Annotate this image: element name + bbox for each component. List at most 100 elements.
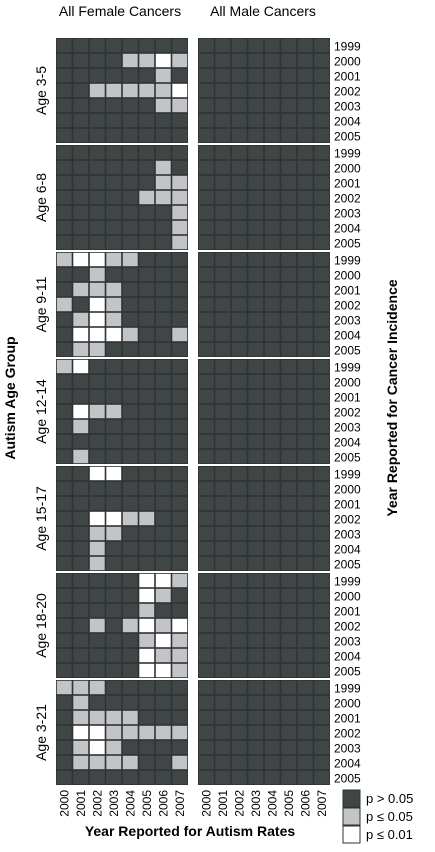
heatmap-cell: Age 6-8 / All Male Cancers / 2005 vs 200… (281, 190, 297, 205)
heatmap-cell: Age 15-17 / All Male Cancers / 2002 vs 2… (231, 556, 247, 571)
heatmap-cell: Age 9-11 / All Male Cancers / 2004 vs 20… (264, 312, 280, 327)
row-tick-label: 2004 (334, 543, 361, 557)
heatmap-cell: Age 6-8 / All Male Cancers / 2000 vs 200… (198, 220, 214, 235)
heatmap-cell: Age 18-20 / All Female Cancers / 2001 vs… (73, 588, 89, 603)
heatmap-cell: Age 12-14 / All Female Cancers / 2006 vs… (155, 359, 171, 374)
heatmap-cell: Age 9-11 / All Female Cancers / 2000 vs … (56, 297, 72, 312)
heatmap-cell: Age 9-11 / All Female Cancers / 2003 vs … (106, 312, 122, 327)
heatmap-cell: Age 18-20 / All Male Cancers / 2006 vs 2… (297, 603, 313, 618)
heatmap-cell: Age 15-17 / All Female Cancers / 2007 vs… (172, 466, 188, 481)
heatmap-cell: Age 18-20 / All Female Cancers / 2001 vs… (73, 573, 89, 588)
heatmap-cell: Age 18-20 / All Female Cancers / 2004 vs… (122, 618, 138, 633)
heatmap-cell: Age 12-14 / All Female Cancers / 2004 vs… (122, 374, 138, 389)
heatmap-cell: Age 3-21 / All Male Cancers / 2004 vs 20… (264, 740, 280, 755)
row-tick-label: 1999 (334, 468, 361, 482)
heatmap-cell: Age 6-8 / All Female Cancers / 2000 vs 2… (56, 205, 72, 220)
heatmap-cell: Age 6-8 / All Female Cancers / 2005 vs 1… (139, 145, 155, 160)
heatmap-cell: Age 18-20 / All Male Cancers / 2004 vs 2… (264, 633, 280, 648)
heatmap-cell: Age 3-21 / All Male Cancers / 2006 vs 20… (297, 695, 313, 710)
heatmap-cell: Age 3-21 / All Male Cancers / 2007 vs 20… (314, 770, 330, 785)
heatmap-cell: Age 3-21 / All Female Cancers / 2001 vs … (73, 740, 89, 755)
heatmap-cell: Age 3-21 / All Female Cancers / 2000 vs … (56, 695, 72, 710)
heatmap-cell: Age 12-14 / All Female Cancers / 2003 vs… (106, 449, 122, 464)
heatmap-cell: Age 18-20 / All Male Cancers / 2000 vs 1… (198, 573, 214, 588)
row-tick-label: 2003 (334, 100, 361, 114)
heatmap-cell: Age 3-5 / All Male Cancers / 2000 vs 200… (198, 98, 214, 113)
heatmap-cell: Age 6-8 / All Male Cancers / 2003 vs 200… (248, 190, 264, 205)
heatmap-cell: Age 6-8 / All Male Cancers / 2002 vs 200… (231, 220, 247, 235)
col-tick-label: 2002 (90, 790, 104, 817)
heatmap-cell: Age 3-5 / All Female Cancers / 2006 vs 2… (155, 113, 171, 128)
heatmap-cell: Age 15-17 / All Female Cancers / 2001 vs… (73, 481, 89, 496)
heatmap-cell: Age 6-8 / All Male Cancers / 2006 vs 199… (297, 145, 313, 160)
heatmap-cell: Age 9-11 / All Male Cancers / 2006 vs 20… (297, 267, 313, 282)
heatmap-cell: Age 9-11 / All Male Cancers / 2005 vs 20… (281, 297, 297, 312)
heatmap-cell: Age 9-11 / All Female Cancers / 2002 vs … (89, 312, 105, 327)
heatmap-cell: Age 15-17 / All Male Cancers / 2005 vs 2… (281, 556, 297, 571)
heatmap-cell: Age 9-11 / All Female Cancers / 2000 vs … (56, 327, 72, 342)
row-tick-label: 2000 (334, 269, 361, 283)
heatmap-cell: Age 18-20 / All Male Cancers / 2005 vs 1… (281, 573, 297, 588)
heatmap-cell: Age 3-5 / All Female Cancers / 2003 vs 2… (106, 98, 122, 113)
heatmap-cell: Age 3-5 / All Female Cancers / 2001 vs 2… (73, 53, 89, 68)
heatmap-cell: Age 15-17 / All Male Cancers / 2007 vs 2… (314, 511, 330, 526)
heatmap-cell: Age 18-20 / All Male Cancers / 2001 vs 2… (215, 588, 231, 603)
heatmap-cell: Age 9-11 / All Male Cancers / 2000 vs 20… (198, 282, 214, 297)
heatmap-cell: Age 12-14 / All Female Cancers / 2005 vs… (139, 359, 155, 374)
heatmap-cell: Age 18-20 / All Female Cancers / 2007 vs… (172, 648, 188, 663)
heatmap-cell: Age 6-8 / All Male Cancers / 2003 vs 200… (248, 220, 264, 235)
heatmap-cell: Age 12-14 / All Female Cancers / 2002 vs… (89, 389, 105, 404)
heatmap-cell: Age 12-14 / All Male Cancers / 2005 vs 1… (281, 359, 297, 374)
heatmap-cell: Age 3-5 / All Male Cancers / 2004 vs 200… (264, 113, 280, 128)
heatmap-cell: Age 18-20 / All Male Cancers / 2003 vs 2… (248, 663, 264, 678)
heatmap-cell: Age 12-14 / All Male Cancers / 2007 vs 2… (314, 389, 330, 404)
heatmap-cell: Age 3-21 / All Male Cancers / 2004 vs 20… (264, 755, 280, 770)
heatmap-cell: Age 9-11 / All Male Cancers / 2003 vs 20… (248, 297, 264, 312)
heatmap-cell: Age 9-11 / All Female Cancers / 2005 vs … (139, 342, 155, 357)
heatmap-cell: Age 18-20 / All Male Cancers / 2001 vs 2… (215, 603, 231, 618)
heatmap-cell: Age 3-5 / All Male Cancers / 2004 vs 200… (264, 98, 280, 113)
heatmap-cell: Age 12-14 / All Male Cancers / 2003 vs 2… (248, 389, 264, 404)
heatmap-cell: Age 6-8 / All Male Cancers / 2000 vs 199… (198, 145, 214, 160)
heatmap-cell: Age 6-8 / All Male Cancers / 2007 vs 200… (314, 175, 330, 190)
heatmap-cell: Age 9-11 / All Female Cancers / 2003 vs … (106, 297, 122, 312)
heatmap-cell: Age 3-21 / All Female Cancers / 2006 vs … (155, 740, 171, 755)
legend-label: p > 0.05 (366, 791, 413, 806)
heatmap-cell: Age 9-11 / All Female Cancers / 2007 vs … (172, 252, 188, 267)
heatmap-cell: Age 9-11 / All Female Cancers / 2004 vs … (122, 297, 138, 312)
heatmap-cell: Age 12-14 / All Female Cancers / 2002 vs… (89, 374, 105, 389)
heatmap-cell: Age 15-17 / All Male Cancers / 2006 vs 2… (297, 511, 313, 526)
heatmap-cell: Age 3-5 / All Female Cancers / 2003 vs 2… (106, 53, 122, 68)
heatmap-cell: Age 6-8 / All Female Cancers / 2005 vs 2… (139, 205, 155, 220)
heatmap-cell: Age 3-21 / All Male Cancers / 2007 vs 20… (314, 725, 330, 740)
heatmap-cell: Age 18-20 / All Male Cancers / 2002 vs 2… (231, 633, 247, 648)
row-tick-label: 2003 (334, 207, 361, 221)
heatmap-cell: Age 15-17 / All Male Cancers / 2002 vs 1… (231, 466, 247, 481)
heatmap-cell: Age 3-5 / All Male Cancers / 2007 vs 200… (314, 98, 330, 113)
heatmap-cell: Age 6-8 / All Female Cancers / 2003 vs 2… (106, 220, 122, 235)
heatmap-cell: Age 12-14 / All Female Cancers / 2003 vs… (106, 404, 122, 419)
heatmap-cell: Age 6-8 / All Male Cancers / 2001 vs 200… (215, 175, 231, 190)
heatmap-cell: Age 6-8 / All Female Cancers / 2004 vs 2… (122, 190, 138, 205)
heatmap-cell: Age 6-8 / All Male Cancers / 2007 vs 200… (314, 205, 330, 220)
heatmap-cell: Age 9-11 / All Male Cancers / 2002 vs 20… (231, 327, 247, 342)
heatmap-cell: Age 15-17 / All Male Cancers / 2003 vs 2… (248, 541, 264, 556)
heatmap-cell: Age 3-21 / All Female Cancers / 2006 vs … (155, 710, 171, 725)
heatmap-cell: Age 12-14 / All Female Cancers / 2007 vs… (172, 434, 188, 449)
male-panel-title: All Male Cancers (210, 3, 316, 19)
heatmap-cell: Age 9-11 / All Female Cancers / 2001 vs … (73, 327, 89, 342)
row-tick-label: 2005 (334, 130, 361, 144)
heatmap-cell: Age 12-14 / All Female Cancers / 2005 vs… (139, 374, 155, 389)
heatmap-cell: Age 3-21 / All Male Cancers / 2002 vs 19… (231, 680, 247, 695)
col-tick-label: 2000 (57, 790, 71, 817)
heatmap-cell: Age 18-20 / All Female Cancers / 2001 vs… (73, 633, 89, 648)
heatmap-cell: Age 6-8 / All Male Cancers / 2001 vs 200… (215, 190, 231, 205)
heatmap-cell: Age 3-5 / All Female Cancers / 2003 vs 2… (106, 128, 122, 143)
heatmap-cell: Age 12-14 / All Male Cancers / 2002 vs 2… (231, 389, 247, 404)
heatmap-cell: Age 9-11 / All Male Cancers / 2007 vs 20… (314, 267, 330, 282)
heatmap-cell: Age 6-8 / All Female Cancers / 2007 vs 1… (172, 145, 188, 160)
heatmap-cell: Age 12-14 / All Male Cancers / 2000 vs 2… (198, 419, 214, 434)
heatmap-cell: Age 3-5 / All Female Cancers / 2000 vs 2… (56, 53, 72, 68)
heatmap-cell: Age 3-21 / All Female Cancers / 2007 vs … (172, 710, 188, 725)
heatmap-cell: Age 3-5 / All Male Cancers / 2000 vs 200… (198, 68, 214, 83)
